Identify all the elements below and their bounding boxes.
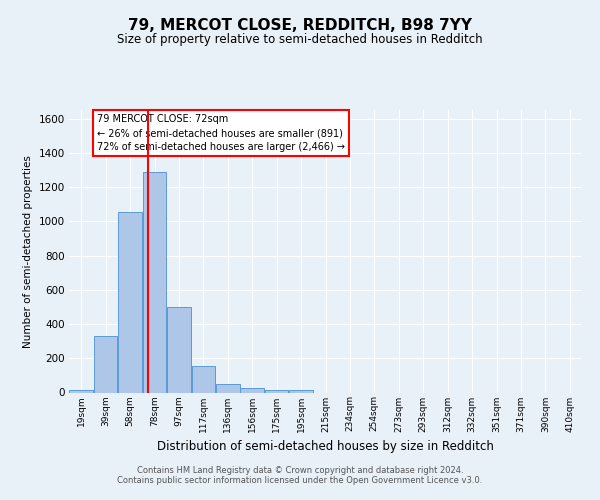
Bar bbox=[216, 384, 239, 392]
Y-axis label: Number of semi-detached properties: Number of semi-detached properties bbox=[23, 155, 33, 348]
Bar bbox=[191, 366, 215, 392]
Text: Size of property relative to semi-detached houses in Redditch: Size of property relative to semi-detach… bbox=[117, 32, 483, 46]
Bar bbox=[94, 336, 118, 392]
Bar bbox=[289, 390, 313, 392]
Text: Contains HM Land Registry data © Crown copyright and database right 2024.: Contains HM Land Registry data © Crown c… bbox=[137, 466, 463, 475]
Text: Contains public sector information licensed under the Open Government Licence v3: Contains public sector information licen… bbox=[118, 476, 482, 485]
Text: 79, MERCOT CLOSE, REDDITCH, B98 7YY: 79, MERCOT CLOSE, REDDITCH, B98 7YY bbox=[128, 18, 472, 32]
Bar bbox=[70, 390, 93, 392]
X-axis label: Distribution of semi-detached houses by size in Redditch: Distribution of semi-detached houses by … bbox=[157, 440, 494, 453]
Bar bbox=[167, 307, 191, 392]
Bar bbox=[265, 390, 289, 392]
Bar bbox=[118, 212, 142, 392]
Bar bbox=[241, 388, 264, 392]
Text: 79 MERCOT CLOSE: 72sqm
← 26% of semi-detached houses are smaller (891)
72% of se: 79 MERCOT CLOSE: 72sqm ← 26% of semi-det… bbox=[97, 114, 345, 152]
Bar bbox=[143, 172, 166, 392]
